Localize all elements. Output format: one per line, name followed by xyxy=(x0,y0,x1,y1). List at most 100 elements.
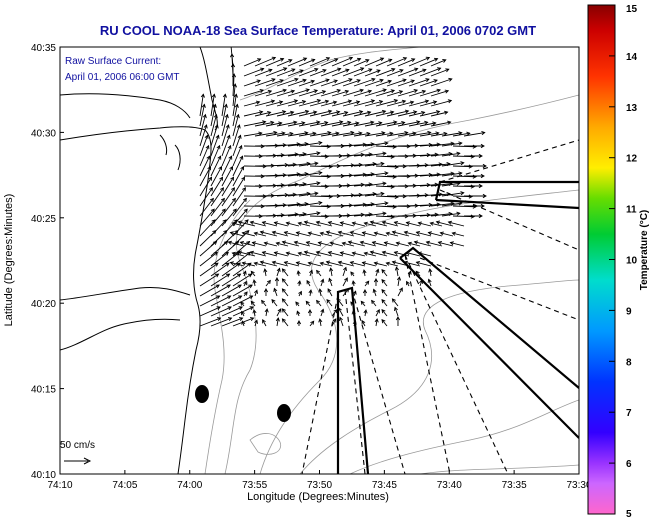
current-vector xyxy=(392,298,399,307)
current-vector-head xyxy=(261,299,266,305)
current-vector-head xyxy=(229,53,235,58)
current-vector-head xyxy=(316,151,321,156)
current-vector-head xyxy=(206,155,211,160)
current-vector xyxy=(394,221,410,227)
current-vector xyxy=(238,221,256,227)
current-vector-head xyxy=(308,289,313,294)
current-vector-head xyxy=(438,192,443,197)
current-vector-head xyxy=(337,67,342,72)
current-vector-head xyxy=(297,280,302,285)
current-vector-head xyxy=(368,68,373,73)
current-vector-head xyxy=(470,184,475,189)
current-vector-head xyxy=(413,110,418,115)
current-vector-head xyxy=(294,152,299,157)
current-vector-head xyxy=(204,134,209,139)
current-vector-head xyxy=(405,221,410,226)
current-vector xyxy=(320,111,340,117)
current-vector-head xyxy=(360,67,365,72)
colorbar-tick-label: 6 xyxy=(626,459,632,470)
colorbar-tick-label: 8 xyxy=(626,357,632,368)
current-vector-head xyxy=(263,268,268,273)
current-vector xyxy=(276,213,298,217)
current-vector xyxy=(406,252,421,257)
current-vector-head xyxy=(367,89,373,94)
current-vector-head xyxy=(271,78,276,83)
beam-wedge xyxy=(434,180,579,210)
current-vector xyxy=(441,142,462,147)
current-vector xyxy=(330,268,333,277)
current-vector-head xyxy=(238,295,243,300)
current-vector-head xyxy=(299,69,304,74)
current-vector xyxy=(287,69,304,77)
current-vector-head xyxy=(238,144,243,150)
annotation-line-1: Raw Surface Current: xyxy=(65,56,161,67)
current-vector-head xyxy=(414,67,419,72)
current-vector xyxy=(320,262,333,267)
current-vector xyxy=(221,145,231,167)
current-vector xyxy=(265,58,284,67)
current-vector xyxy=(350,261,366,267)
current-vector xyxy=(408,90,426,97)
current-vector xyxy=(210,241,228,257)
current-vector-head xyxy=(232,83,237,88)
current-vector xyxy=(287,110,309,117)
bathymetry-contour xyxy=(204,199,251,474)
current-vector xyxy=(199,273,219,287)
current-vector-head xyxy=(270,120,275,125)
current-vector xyxy=(253,310,256,317)
current-vector-head xyxy=(351,310,356,315)
current-vector xyxy=(419,58,438,67)
current-vector-head xyxy=(293,120,298,125)
current-vector xyxy=(430,121,451,127)
current-vector-head xyxy=(362,289,368,294)
current-vector xyxy=(199,166,211,187)
current-vector xyxy=(384,242,399,247)
current-vector-head xyxy=(239,155,244,160)
current-vector-head xyxy=(356,57,362,62)
current-vector-head xyxy=(257,58,262,63)
current-vector-head xyxy=(334,58,339,63)
current-vector xyxy=(243,58,261,67)
current-vector xyxy=(408,131,431,137)
current-vector-head xyxy=(212,103,217,108)
current-vector-head xyxy=(237,220,243,225)
current-vector xyxy=(397,68,418,77)
current-vector xyxy=(382,221,399,227)
current-vector-head xyxy=(381,220,387,225)
current-vector xyxy=(353,143,374,147)
current-vector xyxy=(210,306,232,317)
current-vector xyxy=(419,89,441,97)
current-vector xyxy=(287,183,306,187)
current-vector xyxy=(430,78,452,87)
current-vector-head xyxy=(200,93,205,98)
current-vector-head xyxy=(328,194,333,199)
current-vector-head xyxy=(327,220,332,226)
current-vector xyxy=(221,284,242,297)
current-vector xyxy=(265,67,287,77)
current-vector xyxy=(199,219,216,237)
current-vector xyxy=(364,110,386,117)
current-vector xyxy=(397,58,415,67)
current-vector xyxy=(342,154,364,157)
current-vector xyxy=(353,153,372,157)
current-vector xyxy=(331,111,348,117)
current-vector xyxy=(430,163,450,167)
current-vector-head xyxy=(358,192,363,197)
current-vector xyxy=(429,269,432,277)
x-tick-label: 74:05 xyxy=(112,480,137,491)
current-vector xyxy=(296,262,311,267)
current-vector-head xyxy=(363,309,368,314)
current-vector-head xyxy=(429,221,434,226)
current-vector-head xyxy=(372,288,377,293)
current-vector xyxy=(386,69,404,77)
current-vector xyxy=(386,90,403,97)
current-vector-head xyxy=(326,174,331,179)
current-vector-head xyxy=(317,241,322,246)
current-vector-head xyxy=(480,173,485,179)
current-vector xyxy=(331,57,353,67)
current-vector xyxy=(287,213,306,217)
current-vector xyxy=(243,80,261,87)
current-vector-head xyxy=(433,57,439,62)
current-vector-head xyxy=(264,308,269,313)
current-vector-head xyxy=(361,231,366,236)
